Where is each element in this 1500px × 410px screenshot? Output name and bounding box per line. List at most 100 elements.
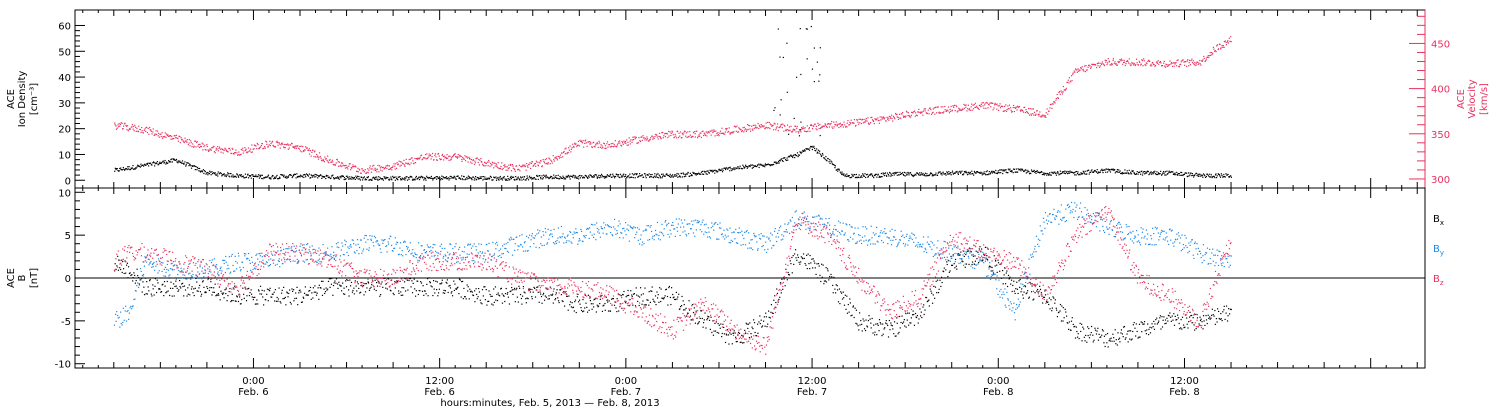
velocity-point xyxy=(1154,64,1157,67)
bx-point xyxy=(992,270,994,272)
bx-point xyxy=(964,266,966,268)
bx-point xyxy=(723,326,725,328)
bx-point xyxy=(644,287,646,289)
bx-point xyxy=(709,328,711,331)
density-point xyxy=(480,177,482,180)
velocity-point xyxy=(356,170,358,172)
velocity-point xyxy=(1075,69,1077,71)
density-point xyxy=(542,177,544,179)
bx-point xyxy=(137,275,139,277)
velocity-point xyxy=(491,161,494,163)
velocity-point xyxy=(168,135,170,137)
bx-point xyxy=(172,287,174,290)
velocity-point xyxy=(631,141,633,143)
density-point xyxy=(581,175,583,177)
velocity-point xyxy=(869,123,871,125)
bx-point xyxy=(491,303,493,305)
velocity-point xyxy=(1036,110,1038,112)
density-point xyxy=(510,178,513,180)
bx-point xyxy=(719,327,721,329)
density-point xyxy=(178,161,180,163)
velocity-point xyxy=(1112,58,1114,60)
density-point xyxy=(813,47,815,49)
velocity-point xyxy=(308,149,310,151)
density-point xyxy=(1087,169,1089,172)
velocity-point xyxy=(399,165,401,167)
density-point xyxy=(837,168,839,170)
density-point xyxy=(595,174,597,176)
bx-point xyxy=(419,290,421,292)
velocity-point xyxy=(391,169,393,171)
bx-point xyxy=(679,308,681,310)
bx-point xyxy=(1194,329,1196,331)
velocity-point xyxy=(177,140,179,142)
density-point xyxy=(139,166,141,168)
bx-point xyxy=(329,278,332,280)
density-point xyxy=(696,173,698,175)
velocity-point xyxy=(269,140,271,142)
density-point xyxy=(999,169,1001,171)
bx-point xyxy=(787,273,790,276)
velocity-point xyxy=(1187,59,1189,61)
density-point xyxy=(286,176,288,178)
density-point xyxy=(417,177,419,179)
density-point xyxy=(292,174,295,177)
bx-point xyxy=(800,261,802,263)
bx-point xyxy=(692,311,695,314)
bx-point xyxy=(557,300,560,302)
velocity-point xyxy=(942,112,944,114)
density-point xyxy=(740,167,742,170)
velocity-point xyxy=(716,132,718,135)
density-point xyxy=(120,168,122,171)
velocity-point xyxy=(949,108,951,110)
velocity-point xyxy=(642,137,645,139)
bx-point xyxy=(373,288,375,290)
density-point xyxy=(605,175,607,177)
density-point xyxy=(606,174,608,176)
velocity-point xyxy=(1087,66,1089,68)
density-point xyxy=(662,173,664,175)
velocity-point xyxy=(199,145,202,148)
bx-point xyxy=(579,303,581,305)
velocity-point xyxy=(443,159,445,161)
density-point xyxy=(692,171,694,174)
velocity-point xyxy=(609,146,611,148)
density-point xyxy=(1019,168,1021,170)
bx-point xyxy=(1115,343,1117,345)
density-point xyxy=(396,178,398,180)
density-point xyxy=(973,174,975,176)
velocity-point xyxy=(244,149,247,151)
bx-point xyxy=(899,327,901,329)
bx-point xyxy=(161,284,163,286)
velocity-point xyxy=(840,125,842,128)
density-point xyxy=(892,172,894,174)
density-point xyxy=(403,177,406,179)
velocity-point xyxy=(307,149,309,151)
bx-point xyxy=(729,329,732,331)
bx-point xyxy=(798,261,800,263)
density-point xyxy=(557,177,559,179)
bx-point xyxy=(320,280,323,282)
density-point xyxy=(409,176,411,178)
density-point xyxy=(265,176,267,178)
velocity-point xyxy=(556,157,558,160)
density-point xyxy=(358,178,361,180)
density-point xyxy=(1082,170,1084,172)
bx-point xyxy=(1119,341,1121,343)
density-point xyxy=(893,174,895,176)
density-point xyxy=(1141,170,1143,172)
velocity-point xyxy=(809,124,812,127)
velocity-point xyxy=(114,124,116,126)
velocity-axis-title: ACEVelocity[km/s] xyxy=(1456,79,1490,118)
bx-point xyxy=(493,301,495,303)
density-point xyxy=(114,167,116,169)
density-point xyxy=(1010,170,1012,172)
density-point xyxy=(589,174,591,176)
velocity-point xyxy=(451,157,453,159)
density-point xyxy=(1219,176,1222,178)
density-point xyxy=(499,175,501,178)
velocity-point xyxy=(366,171,368,173)
density-point xyxy=(128,166,130,168)
density-point xyxy=(1066,173,1069,175)
bx-point xyxy=(274,289,276,291)
